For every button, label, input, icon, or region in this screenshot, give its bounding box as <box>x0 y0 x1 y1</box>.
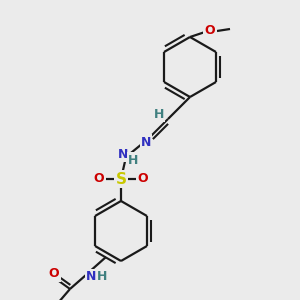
Text: S: S <box>116 172 127 187</box>
Text: O: O <box>49 268 59 281</box>
Text: O: O <box>138 172 148 185</box>
Text: H: H <box>154 107 164 121</box>
Text: O: O <box>205 25 215 38</box>
Text: H: H <box>97 271 107 284</box>
Text: H: H <box>128 154 138 166</box>
Text: O: O <box>94 172 104 185</box>
Text: N: N <box>86 271 96 284</box>
Text: N: N <box>118 148 128 160</box>
Text: N: N <box>141 136 151 148</box>
